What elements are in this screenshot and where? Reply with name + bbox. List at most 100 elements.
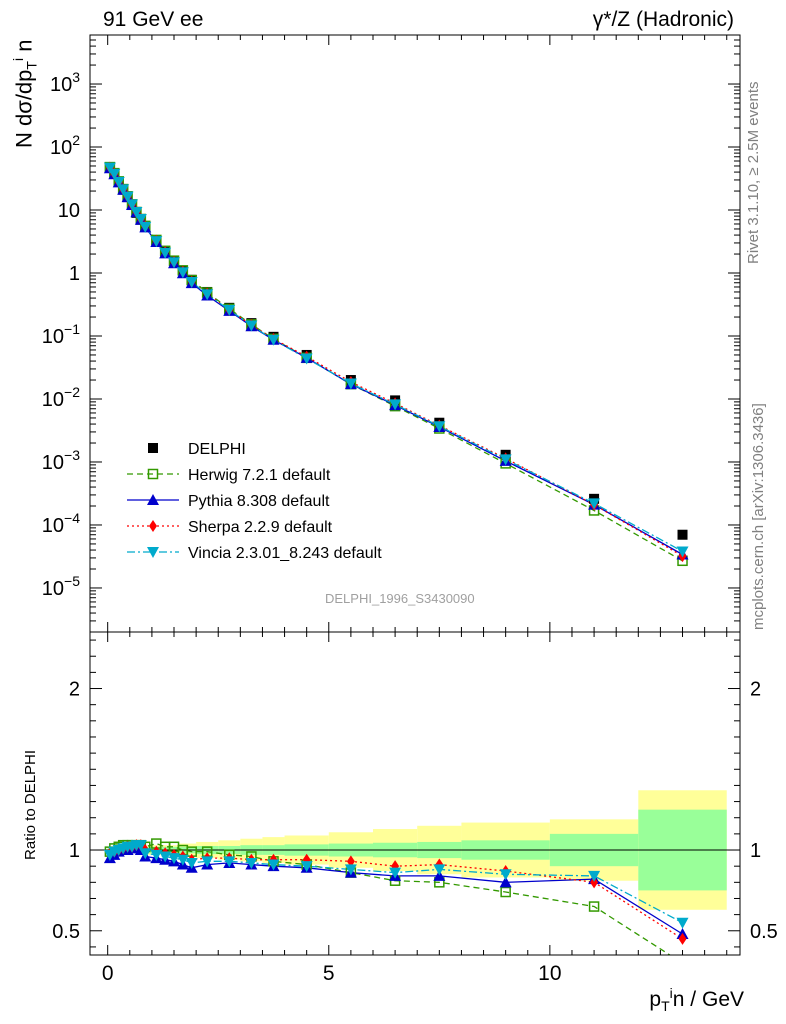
main-point-triangle-down xyxy=(150,236,163,248)
main-frame xyxy=(89,34,741,633)
x-axis-label: pTin / GeV xyxy=(649,985,744,1015)
legend-marker-square-filled xyxy=(148,443,158,453)
main-y-tick-label: 10−3 xyxy=(42,447,80,474)
ratio-point-square-open xyxy=(500,886,511,898)
ratio-y-tick-label: 2 xyxy=(69,679,80,701)
ratio-point-triangle-down xyxy=(159,851,172,863)
main-point-triangle-down xyxy=(201,289,214,301)
tick-exponent: −5 xyxy=(64,573,80,589)
ratio-y-tick-label-right: 0.5 xyxy=(750,921,778,943)
tick-base: 10 xyxy=(42,515,64,537)
main-point-triangle-down xyxy=(121,191,134,203)
ratio-point-triangle-down xyxy=(267,859,280,871)
main-point-triangle-down xyxy=(103,162,116,174)
main-y-tick-label: 10−2 xyxy=(42,384,80,411)
process-label: γ*/Z (Hadronic) xyxy=(592,8,734,31)
main-y-tick-label: 10−4 xyxy=(42,510,80,537)
legend-marker-triangle-down xyxy=(147,547,159,558)
x-tick-label: 0 xyxy=(102,962,114,985)
ratio-point-triangle-down xyxy=(389,867,402,879)
tick-base: 10 xyxy=(50,137,72,159)
watermark-label: DELPHI_1996_S3430090 xyxy=(325,591,475,606)
ratio-y-tick-label-right: 2 xyxy=(750,679,761,701)
ratio-point-triangle-down xyxy=(134,840,147,852)
tick-exponent: −4 xyxy=(64,510,80,526)
ratio-point-square-open xyxy=(588,901,600,912)
ratio-point-triangle-down xyxy=(344,864,357,876)
main-point-triangle-down xyxy=(389,399,402,411)
main-y-tick-label: 102 xyxy=(50,132,80,159)
ratio-point-diamond xyxy=(590,876,599,889)
main-point-triangle-down xyxy=(245,320,258,332)
main-point-triangle-down xyxy=(344,378,357,390)
main-y-tick-label: 10−1 xyxy=(42,321,80,348)
ratio-point-triangle-down xyxy=(433,864,446,876)
tick-exponent: −3 xyxy=(64,447,80,463)
main-y-tick-label: 10−5 xyxy=(42,573,80,600)
main-point-triangle-down xyxy=(134,213,147,225)
main-y-tick-label: 10 xyxy=(58,200,80,222)
ratio-point-triangle-down xyxy=(139,848,152,860)
ratio-point-triangle-up xyxy=(499,876,512,888)
ratio-point-triangle-down xyxy=(176,854,189,866)
ratio-point-triangle-down xyxy=(588,870,601,882)
ratio-point-triangle-down xyxy=(201,856,214,868)
legend-label: Sherpa 2.2.9 default xyxy=(188,519,333,536)
main-y-tick-label: 103 xyxy=(50,69,80,96)
main-ylabel: N dσ/dpTi n xyxy=(10,39,40,148)
legend-marker-diamond xyxy=(149,520,157,532)
x-tick-label: 5 xyxy=(323,962,335,985)
mcplots-note: mcplots.cern.ch [arXiv:1306.3436] xyxy=(750,403,767,630)
main-y-tick-label: 1 xyxy=(69,263,80,285)
main-point-triangle-down xyxy=(499,454,512,466)
tick-base: 10 xyxy=(42,389,64,411)
tick-base: 10 xyxy=(42,578,64,600)
ratio-point-triangle-down xyxy=(300,861,313,873)
main-point-square-filled xyxy=(677,529,688,540)
rivet-note: Rivet 3.1.10, ≥ 2.5M events xyxy=(745,81,762,265)
main-point-triangle-down xyxy=(300,353,313,365)
legend-label: Vincia 2.3.01_8.243 default xyxy=(188,545,382,562)
tick-exponent: −2 xyxy=(64,384,80,400)
main-point-triangle-down xyxy=(185,276,198,288)
ratio-bands xyxy=(90,790,740,910)
ratio-point-triangle-down xyxy=(245,857,258,869)
main-point-triangle-down xyxy=(588,498,601,510)
ratio-point-triangle-down xyxy=(168,853,181,865)
ratio-point-triangle-down xyxy=(185,857,198,869)
ratio-point-diamond xyxy=(346,855,355,868)
main-point-triangle-down xyxy=(676,546,689,558)
main-point-triangle-down xyxy=(108,168,121,180)
main-point-triangle-down xyxy=(117,184,130,196)
main-point-triangle-down xyxy=(223,304,236,316)
legend-label: Herwig 7.2.1 default xyxy=(188,467,331,484)
energy-label: 91 GeV ee xyxy=(103,8,204,31)
main-point-triangle-down xyxy=(168,257,181,269)
tick-base: 10 xyxy=(50,74,72,96)
main-point-triangle-down xyxy=(130,206,143,218)
main-point-triangle-down xyxy=(126,199,139,211)
ratio-y-tick-label: 0.5 xyxy=(52,921,80,943)
ratio-y-tick-label-right: 1 xyxy=(750,840,761,862)
legend-label: DELPHI xyxy=(188,441,246,458)
main-point-triangle-down xyxy=(433,421,446,433)
x-tick-label: 10 xyxy=(538,962,561,985)
tick-exponent: 3 xyxy=(72,69,80,85)
ratio-point-triangle-down xyxy=(150,849,163,861)
ratio-point-diamond xyxy=(678,932,687,945)
tick-exponent: −1 xyxy=(64,321,80,337)
legend-marker-square-open xyxy=(147,468,159,480)
tick-base: 10 xyxy=(42,452,64,474)
main-point-triangle-down xyxy=(267,334,280,346)
legend-label: Pythia 8.308 default xyxy=(188,493,330,510)
ratio-frame xyxy=(89,631,741,956)
ratio-y-tick-label: 1 xyxy=(69,840,80,862)
main-point-triangle-down xyxy=(139,221,152,233)
main-point-triangle-down xyxy=(176,267,189,279)
ratio-point-triangle-down xyxy=(676,917,689,929)
legend: DELPHI Herwig 7.2.1 default Pythia 8.308 d… xyxy=(127,441,382,562)
main-point-triangle-down xyxy=(112,176,125,188)
axes xyxy=(89,34,741,956)
